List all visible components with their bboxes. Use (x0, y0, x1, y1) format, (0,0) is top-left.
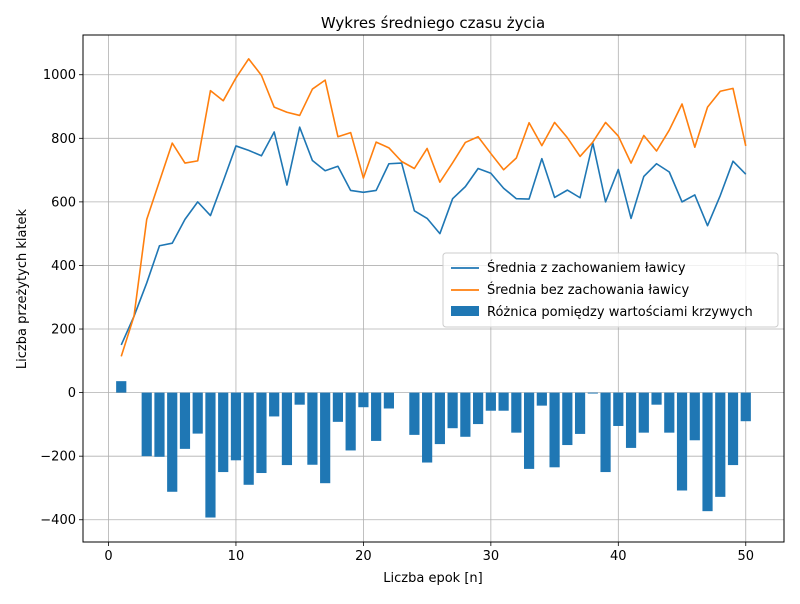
difference-bar (575, 393, 585, 434)
x-tick-label: 20 (355, 549, 372, 564)
y-tick-label: 200 (51, 323, 76, 338)
difference-bar (499, 393, 509, 411)
difference-bar (715, 393, 725, 497)
legend-label-series2: Średnia bez zachowania ławicy (487, 282, 689, 298)
difference-bar (409, 393, 419, 435)
difference-bar (741, 393, 751, 422)
x-tick-label: 0 (104, 549, 112, 564)
difference-bar (116, 381, 126, 392)
difference-bar (320, 393, 330, 484)
difference-bar (205, 393, 215, 518)
difference-bar (524, 393, 534, 469)
difference-bar (448, 393, 458, 429)
legend-swatch-bars (451, 306, 479, 316)
difference-bar (231, 393, 241, 461)
x-axis-label: Liczba epok [n] (383, 571, 482, 586)
difference-bar (218, 393, 228, 472)
x-tick-label: 10 (228, 549, 245, 564)
difference-bar (282, 393, 292, 465)
difference-bar (435, 393, 445, 444)
x-tick-label: 40 (610, 549, 627, 564)
y-tick-label: 400 (51, 259, 76, 274)
difference-bar (486, 393, 496, 411)
difference-bar (142, 393, 152, 457)
y-axis-label: Liczba przeżytych klatek (15, 208, 30, 369)
difference-bar (384, 393, 394, 409)
difference-bar (613, 393, 623, 426)
difference-bar (690, 393, 700, 441)
difference-bar (728, 393, 738, 465)
difference-bar (167, 393, 177, 492)
difference-bar (702, 393, 712, 512)
difference-bar (371, 393, 381, 441)
difference-bar (180, 393, 190, 449)
difference-bar (664, 393, 674, 433)
x-tick-label: 30 (483, 549, 500, 564)
difference-bar (677, 393, 687, 491)
difference-bar (269, 393, 279, 417)
chart-title: Wykres średniego czasu życia (321, 14, 545, 32)
difference-bar (537, 393, 547, 406)
difference-bar (651, 393, 661, 405)
difference-bar (358, 393, 368, 408)
difference-bar (256, 393, 266, 473)
y-tick-label: 800 (51, 132, 76, 147)
x-tick-label: 50 (737, 549, 754, 564)
y-tick-label: −200 (40, 450, 76, 465)
y-tick-label: 0 (68, 386, 76, 401)
difference-bar (154, 393, 164, 457)
difference-bar (473, 393, 483, 424)
difference-bar (549, 393, 559, 468)
difference-bar (307, 393, 317, 465)
y-tick-label: 600 (51, 195, 76, 210)
difference-bar (562, 393, 572, 445)
difference-bar (600, 393, 610, 472)
legend-label-bars: Różnica pomiędzy wartościami krzywych (487, 305, 753, 320)
legend-label-series1: Średnia z zachowaniem ławicy (487, 260, 686, 276)
y-tick-label: −400 (40, 513, 76, 528)
difference-bar (244, 393, 254, 485)
difference-bar (295, 393, 305, 405)
difference-bar (626, 393, 636, 448)
difference-bar (346, 393, 356, 451)
difference-bar (333, 393, 343, 422)
difference-bar (588, 393, 598, 394)
difference-bar (511, 393, 521, 433)
legend: Średnia z zachowaniem ławicy Średnia bez… (443, 253, 778, 327)
difference-bar (460, 393, 470, 437)
difference-bar (193, 393, 203, 434)
difference-bar (639, 393, 649, 433)
difference-bar (422, 393, 432, 463)
y-tick-label: 1000 (43, 68, 76, 83)
